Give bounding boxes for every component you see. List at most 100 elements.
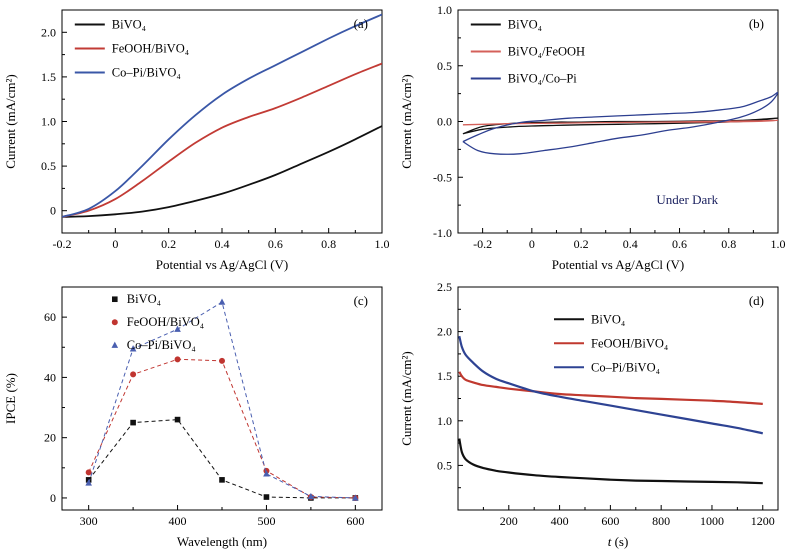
x-tick-label: -0.2 bbox=[473, 237, 492, 251]
panel-label: (c) bbox=[354, 293, 368, 308]
chart-svg-a: -0.2 0 0.2 0.4 0.6 0.8 1.0 0 0.5 1.0 1.5 2.0 Potenti… bbox=[3, 9, 390, 272]
y-tick-label: -1.0 bbox=[433, 226, 452, 240]
series-group bbox=[458, 335, 764, 485]
series-BiVO₄ bbox=[462, 117, 778, 135]
legend-label: Co–Pi/BiVO₄ bbox=[591, 360, 660, 374]
square-marker bbox=[174, 416, 181, 423]
annotation-text: Under Dark bbox=[656, 192, 718, 207]
x-tick-label: 500 bbox=[257, 514, 275, 528]
panel-label: (a) bbox=[354, 16, 368, 31]
legend-label: BiVO₄ bbox=[591, 312, 625, 326]
y-tick-label: 0.5 bbox=[437, 458, 452, 472]
x-tick-label: 0.4 bbox=[623, 237, 638, 251]
square-marker bbox=[112, 296, 118, 303]
x-tick-label: 600 bbox=[601, 514, 619, 528]
y-tick-label: 0 bbox=[50, 491, 56, 505]
x-tick-label: 0.4 bbox=[215, 237, 230, 251]
x-tick-label: 600 bbox=[346, 514, 364, 528]
y-tick-label: 20 bbox=[44, 431, 56, 445]
x-tick-label: 0 bbox=[112, 237, 118, 251]
series-line bbox=[458, 438, 763, 485]
triangle-marker bbox=[307, 492, 315, 500]
series-BiVO₄ bbox=[85, 416, 359, 501]
plot-frame bbox=[61, 9, 383, 234]
x-tick-label: 0.8 bbox=[321, 237, 336, 251]
circle-marker bbox=[219, 357, 225, 364]
series-group bbox=[462, 91, 778, 155]
legend: BiVO₄ FeOOH/BiVO₄ Co–Pi/BiVO₄ bbox=[74, 17, 189, 79]
series-FeOOH/BiVO₄ bbox=[458, 371, 763, 405]
series-line bbox=[88, 419, 356, 499]
legend: BiVO₄ BiVO₄/FeOOH BiVO₄/Co–Pi bbox=[470, 17, 585, 85]
x-tick-label: 1.0 bbox=[375, 237, 390, 251]
legend-label: BiVO₄/Co–Pi bbox=[508, 71, 577, 85]
y-tick-label: 1.0 bbox=[437, 414, 452, 428]
series-line bbox=[62, 13, 382, 218]
series-line bbox=[88, 301, 356, 499]
y-tick-label: 2.0 bbox=[41, 25, 56, 39]
triangle-marker bbox=[263, 470, 270, 477]
square-marker bbox=[219, 477, 225, 483]
series-Co–Pi/BiVO₄ bbox=[85, 298, 359, 501]
legend-label: FeOOH/BiVO₄ bbox=[127, 315, 204, 329]
x-axis-label: Wavelength (nm) bbox=[177, 534, 267, 549]
y-tick-label: 40 bbox=[44, 370, 56, 384]
x-tick-label: 0.6 bbox=[268, 237, 283, 251]
y-tick-label: 0 bbox=[50, 204, 56, 218]
x-axis-label: t (s) bbox=[608, 534, 629, 549]
legend-label: Co–Pi/BiVO₄ bbox=[112, 65, 181, 79]
chart-panel-c: 300 400 500 600 0 20 40 60 Wavelength (nm) IPCE (… bbox=[0, 277, 396, 554]
panel-label: (b) bbox=[749, 16, 764, 31]
chart-panel-b: -0.2 0 0.2 0.4 0.6 0.8 1.0 -1.0 -0.5 0.0 0.5 1.0 Pot… bbox=[396, 0, 792, 277]
y-tick-label: 0.0 bbox=[437, 115, 452, 129]
legend-label: BiVO₄/FeOOH bbox=[508, 44, 585, 58]
y-tick-label: 0.5 bbox=[437, 59, 452, 73]
square-marker bbox=[130, 419, 136, 426]
x-tick-label: 0.6 bbox=[672, 237, 687, 251]
series-FeOOH/BiVO₄ bbox=[62, 62, 382, 218]
chart-panel-d: 200 400 600 800 1000 1200 0.5 1.0 1.5 2.0 2.5 t (s)… bbox=[396, 277, 792, 554]
chart-panel-a: -0.2 0 0.2 0.4 0.6 0.8 1.0 0 0.5 1.0 1.5 2.0 Potenti… bbox=[0, 0, 396, 277]
series-BiVO₄/Co–Pi bbox=[462, 91, 778, 155]
triangle-marker bbox=[218, 298, 226, 305]
x-tick-label: 0.8 bbox=[721, 237, 736, 251]
series-Co–Pi/BiVO₄ bbox=[62, 13, 382, 218]
chart-svg-c: 300 400 500 600 0 20 40 60 Wavelength (nm) IPCE (… bbox=[3, 286, 383, 549]
y-tick-label: 1.0 bbox=[41, 115, 56, 129]
y-axis-label: Current (mA/cm²) bbox=[399, 351, 414, 446]
plot-frame bbox=[61, 286, 383, 511]
y-tick-label: 1.5 bbox=[41, 70, 56, 84]
y-tick-label: 2.5 bbox=[437, 280, 452, 294]
legend-label: BiVO₄ bbox=[112, 17, 146, 31]
x-axis-label: Potential vs Ag/AgCl (V) bbox=[156, 257, 289, 272]
y-tick-label: 60 bbox=[44, 310, 56, 324]
legend-label: Co–Pi/BiVO₄ bbox=[127, 338, 196, 352]
triangle-marker bbox=[111, 341, 119, 348]
series-line bbox=[62, 62, 382, 218]
y-axis-label: IPCE (%) bbox=[3, 373, 18, 424]
legend-label: FeOOH/BiVO₄ bbox=[112, 41, 189, 55]
x-axis-label: Potential vs Ag/AgCl (V) bbox=[552, 257, 685, 272]
x-tick-label: 0.2 bbox=[574, 237, 589, 251]
chart-svg-d: 200 400 600 800 1000 1200 0.5 1.0 1.5 2.0 2.5 t (s)… bbox=[399, 280, 779, 549]
triangle-marker bbox=[352, 494, 359, 501]
chart-svg-b: -0.2 0 0.2 0.4 0.6 0.8 1.0 -1.0 -0.5 0.0 0.5 1.0 Pot… bbox=[399, 3, 786, 272]
legend-label: BiVO₄ bbox=[127, 292, 161, 306]
series-BiVO₄ bbox=[458, 438, 763, 485]
x-tick-label: 400 bbox=[169, 514, 187, 528]
y-tick-label: 0.5 bbox=[41, 159, 56, 173]
x-tick-label: 800 bbox=[652, 514, 670, 528]
series-line bbox=[462, 91, 778, 155]
series-line bbox=[458, 335, 764, 435]
x-tick-label: 1200 bbox=[751, 514, 775, 528]
legend: BiVO₄ FeOOH/BiVO₄ Co–Pi/BiVO₄ bbox=[554, 312, 668, 374]
panel-label: (d) bbox=[749, 293, 764, 308]
series-line bbox=[462, 117, 778, 135]
axes: -0.2 0 0.2 0.4 0.6 0.8 1.0 -1.0 -0.5 0.0 0.5 1.0 Pot… bbox=[399, 3, 786, 272]
legend: BiVO₄ FeOOH/BiVO₄ Co–Pi/BiVO₄ bbox=[111, 292, 204, 352]
series-group bbox=[62, 13, 382, 218]
x-tick-label: 200 bbox=[500, 514, 518, 528]
axes: 300 400 500 600 0 20 40 60 Wavelength (nm) IPCE (… bbox=[3, 286, 383, 549]
legend-label: FeOOH/BiVO₄ bbox=[591, 336, 668, 350]
